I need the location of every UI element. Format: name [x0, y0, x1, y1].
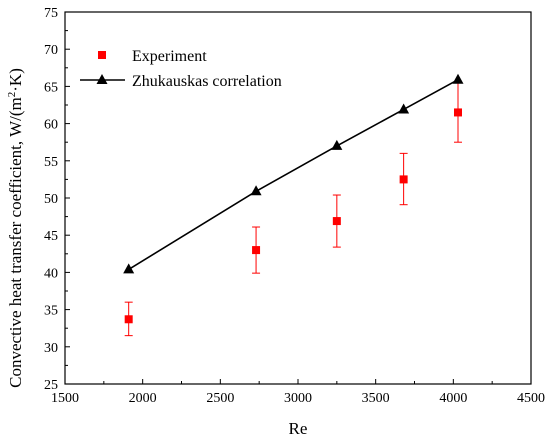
- y-tick-label: 55: [44, 155, 58, 170]
- legend: Experiment Zhukauskas correlation: [80, 48, 282, 90]
- data-point: [453, 108, 462, 117]
- x-axis-title: Re: [289, 419, 308, 438]
- y-tick-label: 60: [44, 118, 58, 133]
- axes: [64, 11, 532, 385]
- x-tick-label: 2000: [129, 391, 157, 406]
- y-tick-label: 30: [44, 341, 58, 356]
- data-point: [250, 185, 262, 196]
- y-axis-title-main: Convective heat transfer coefficient, W/…: [6, 97, 25, 388]
- legend-label: Zhukauskas correlation: [132, 73, 282, 90]
- y-tick-label: 70: [44, 43, 58, 58]
- legend-label: Experiment: [132, 48, 207, 65]
- series: [123, 73, 464, 337]
- tick-labels: 1500 2000 2500 3000 3500 4000 4500 25 30 35 40 45 50…: [44, 6, 545, 406]
- legend-marker: [98, 51, 106, 59]
- x-tick-label: 4500: [517, 391, 545, 406]
- y-axis-title-unit-end: ·K): [6, 68, 25, 92]
- data-point: [399, 175, 408, 184]
- y-tick-label: 50: [44, 192, 58, 207]
- y-tick-label: 75: [44, 6, 58, 21]
- x-tick-label: 1500: [51, 391, 79, 406]
- legend-entry: Zhukauskas correlation: [80, 73, 282, 90]
- tick-marks: [64, 11, 532, 385]
- series-experiment: [124, 82, 462, 337]
- x-tick-label: 4000: [439, 391, 467, 406]
- y-tick-label: 35: [44, 304, 58, 319]
- data-point: [123, 263, 135, 274]
- y-axis-title: Convective heat transfer coefficient, W/…: [6, 68, 25, 388]
- data-point: [124, 315, 133, 324]
- data-point: [398, 103, 410, 114]
- data-point: [452, 73, 464, 84]
- x-tick-label: 2500: [206, 391, 234, 406]
- x-tick-label: 3000: [284, 391, 312, 406]
- data-point: [331, 139, 343, 150]
- data-point: [252, 246, 261, 255]
- y-tick-label: 65: [44, 80, 58, 95]
- legend-entry: Experiment: [98, 48, 207, 65]
- x-tick-label: 3500: [362, 391, 390, 406]
- y-tick-label: 25: [44, 378, 58, 393]
- data-point: [332, 217, 341, 226]
- y-tick-label: 45: [44, 229, 58, 244]
- y-axis-title-superscript: 2: [6, 92, 18, 98]
- plot-frame: [64, 11, 532, 385]
- y-tick-label: 40: [44, 266, 58, 281]
- series-line: [128, 79, 459, 271]
- legend-marker: [96, 74, 108, 84]
- series-zhukauskas-correlation: [123, 73, 464, 274]
